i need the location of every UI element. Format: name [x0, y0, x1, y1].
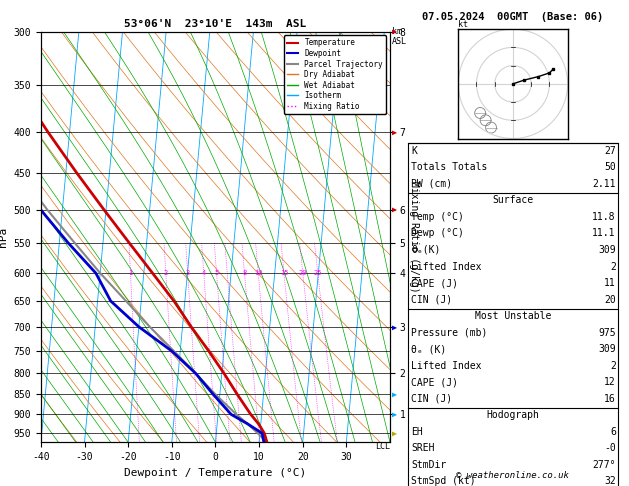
Text: 07.05.2024  00GMT  (Base: 06): 07.05.2024 00GMT (Base: 06) [422, 12, 603, 22]
Y-axis label: hPa: hPa [0, 227, 8, 247]
Text: PW (cm): PW (cm) [411, 179, 452, 189]
Text: Temp (°C): Temp (°C) [411, 212, 464, 222]
Text: ▶: ▶ [392, 390, 397, 399]
Text: 11.1: 11.1 [593, 228, 616, 239]
Text: CAPE (J): CAPE (J) [411, 377, 459, 387]
Text: 20: 20 [604, 295, 616, 305]
Text: Totals Totals: Totals Totals [411, 162, 487, 173]
Text: Lifted Index: Lifted Index [411, 261, 482, 272]
Text: ▶: ▶ [392, 205, 397, 214]
Text: θₑ(K): θₑ(K) [411, 245, 441, 255]
Text: CIN (J): CIN (J) [411, 295, 452, 305]
Text: 4: 4 [202, 270, 206, 276]
Text: Lifted Index: Lifted Index [411, 361, 482, 371]
Text: ▶: ▶ [392, 429, 397, 438]
Text: 32: 32 [604, 476, 616, 486]
Text: LCL: LCL [375, 442, 390, 451]
Text: ▶: ▶ [392, 27, 397, 36]
Text: 277°: 277° [593, 460, 616, 470]
Text: EH: EH [411, 427, 423, 437]
Text: 15: 15 [280, 270, 288, 276]
Text: ▶: ▶ [392, 322, 397, 331]
Text: CIN (J): CIN (J) [411, 394, 452, 404]
Text: StmDir: StmDir [411, 460, 447, 470]
Text: 2: 2 [164, 270, 168, 276]
Text: 8: 8 [242, 270, 247, 276]
Text: Pressure (mb): Pressure (mb) [411, 328, 487, 338]
Text: CAPE (J): CAPE (J) [411, 278, 459, 288]
Text: 16: 16 [604, 394, 616, 404]
Text: Surface: Surface [493, 195, 533, 206]
Text: km
ASL: km ASL [392, 27, 407, 46]
Title: 53°06'N  23°10'E  143m  ASL: 53°06'N 23°10'E 143m ASL [125, 19, 306, 30]
Y-axis label: Mixing Ratio (g/kg): Mixing Ratio (g/kg) [409, 181, 420, 293]
Text: 12: 12 [604, 377, 616, 387]
Text: kt: kt [459, 20, 468, 29]
Text: 2: 2 [610, 261, 616, 272]
Text: 2.11: 2.11 [593, 179, 616, 189]
Text: 1: 1 [128, 270, 133, 276]
Text: 25: 25 [313, 270, 322, 276]
Text: 975: 975 [598, 328, 616, 338]
Text: θₑ (K): θₑ (K) [411, 344, 447, 354]
Text: K: K [411, 146, 417, 156]
Text: ▶: ▶ [392, 127, 397, 137]
Text: 2: 2 [610, 361, 616, 371]
Text: Dewp (°C): Dewp (°C) [411, 228, 464, 239]
X-axis label: Dewpoint / Temperature (°C): Dewpoint / Temperature (°C) [125, 468, 306, 478]
Text: 309: 309 [598, 245, 616, 255]
Text: © weatheronline.co.uk: © weatheronline.co.uk [456, 471, 569, 480]
Text: 50: 50 [604, 162, 616, 173]
Text: 309: 309 [598, 344, 616, 354]
Text: SREH: SREH [411, 443, 435, 453]
Text: 11: 11 [604, 278, 616, 288]
Text: -0: -0 [604, 443, 616, 453]
Text: Most Unstable: Most Unstable [475, 311, 551, 321]
Text: ▶: ▶ [392, 410, 397, 419]
Text: 27: 27 [604, 146, 616, 156]
Text: 10: 10 [254, 270, 262, 276]
Text: 3: 3 [186, 270, 190, 276]
Text: 11.8: 11.8 [593, 212, 616, 222]
Text: 20: 20 [299, 270, 307, 276]
Legend: Temperature, Dewpoint, Parcel Trajectory, Dry Adiabat, Wet Adiabat, Isotherm, Mi: Temperature, Dewpoint, Parcel Trajectory… [284, 35, 386, 114]
Text: 6: 6 [610, 427, 616, 437]
Text: StmSpd (kt): StmSpd (kt) [411, 476, 476, 486]
Text: Hodograph: Hodograph [486, 410, 540, 420]
Text: 5: 5 [214, 270, 219, 276]
